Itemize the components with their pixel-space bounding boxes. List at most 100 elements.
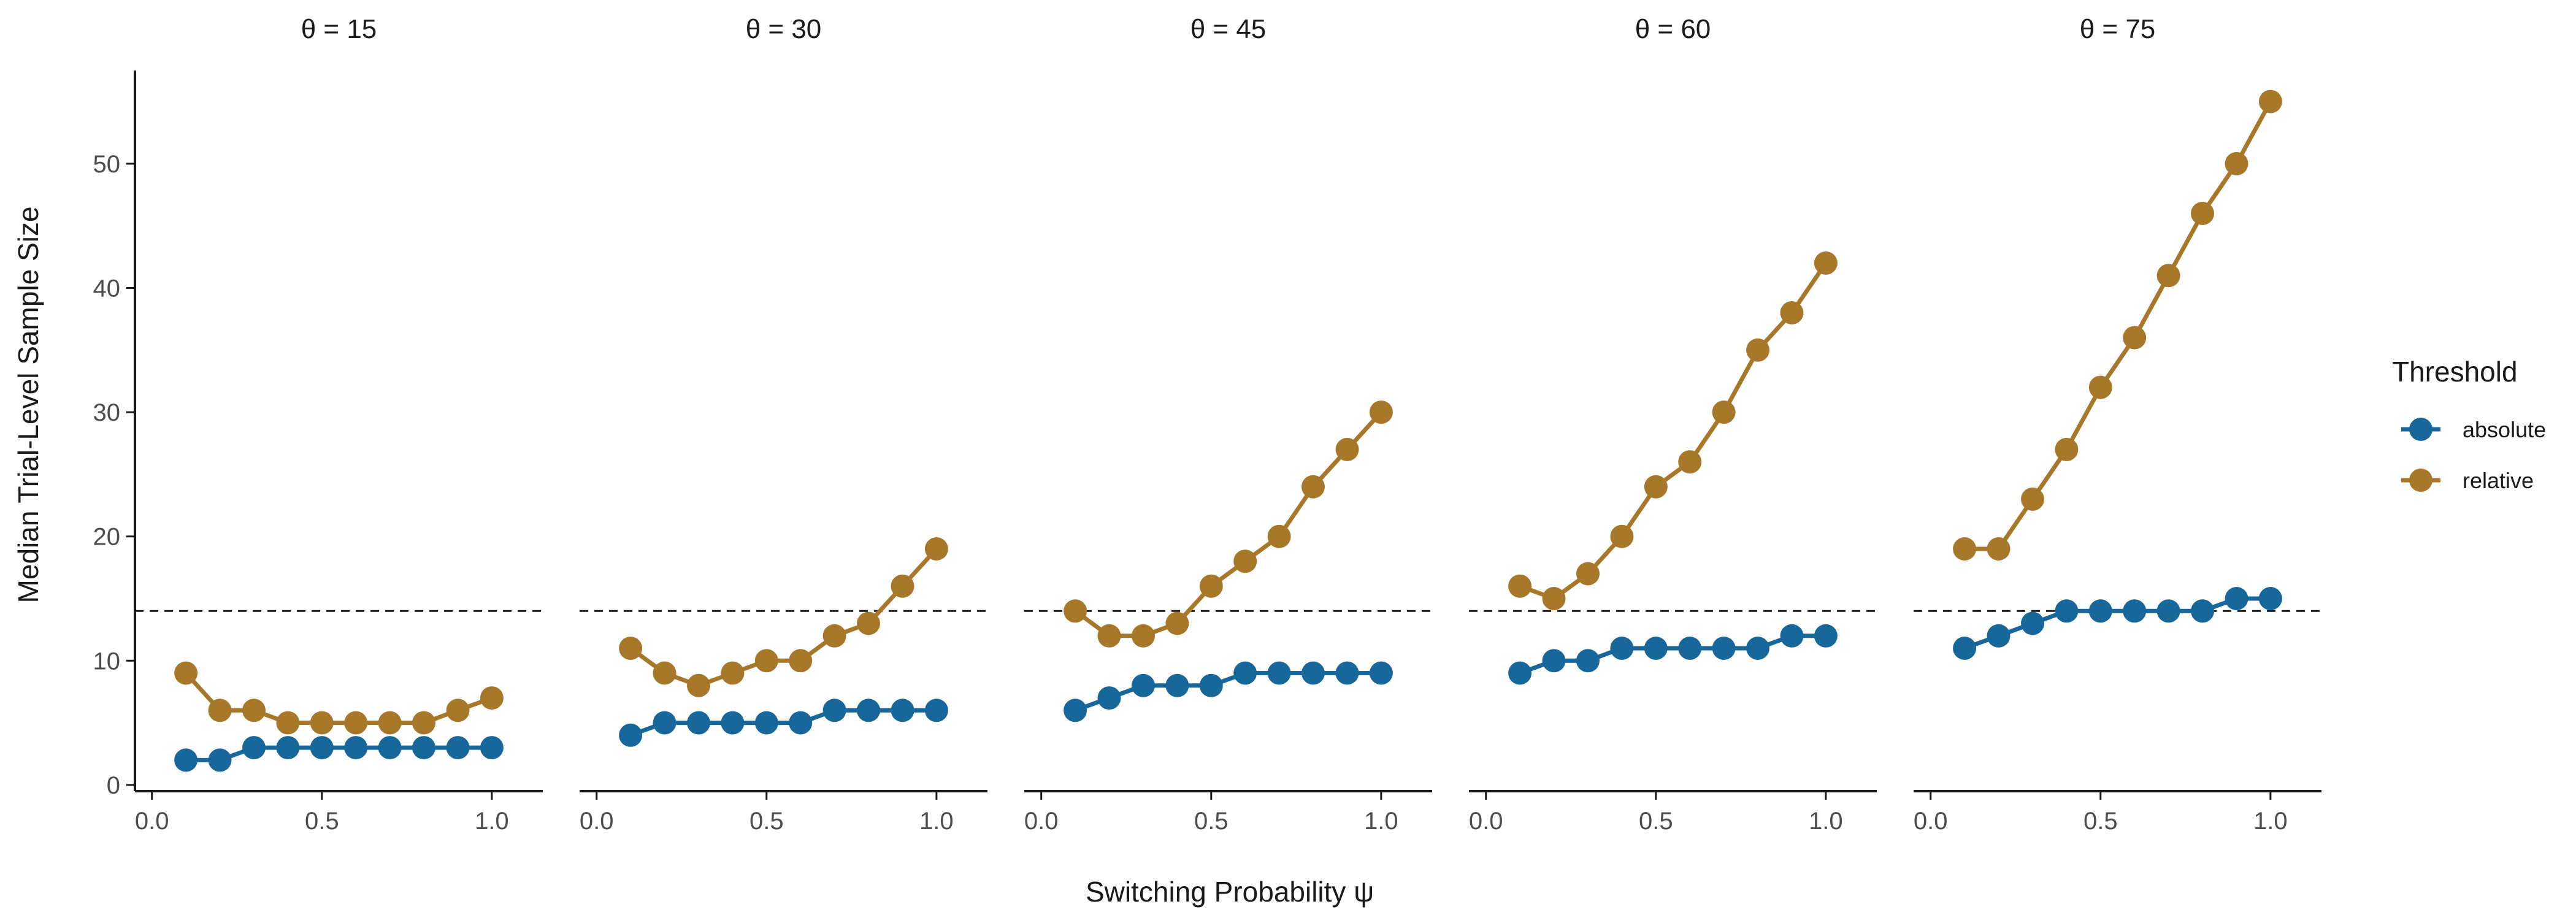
data-point-absolute xyxy=(1301,661,1325,685)
y-tick-label: 20 xyxy=(93,524,121,551)
data-point-absolute xyxy=(1814,624,1838,648)
facet-strip-label: θ = 45 xyxy=(1190,14,1267,44)
series-line-relative xyxy=(184,672,493,726)
data-point-absolute xyxy=(2225,587,2248,610)
data-point-absolute xyxy=(480,736,504,760)
x-tick-label: 1.0 xyxy=(475,808,509,835)
data-point-absolute xyxy=(1369,661,1393,685)
data-point-relative xyxy=(1132,624,1155,648)
data-point-relative xyxy=(653,661,677,685)
facet-strip-label: θ = 60 xyxy=(1635,14,1711,44)
facet-panel: θ = 60 0.0 0.5 1.0 xyxy=(1469,14,1877,835)
data-point-relative xyxy=(857,611,880,635)
data-point-relative xyxy=(208,699,232,722)
x-tick-label: 0.0 xyxy=(1024,808,1059,835)
data-point-relative xyxy=(2258,90,2282,113)
data-point-absolute xyxy=(2021,611,2044,635)
x-tick-label: 0.5 xyxy=(1194,808,1229,835)
data-point-absolute xyxy=(1644,637,1668,660)
x-tick-label: 0.0 xyxy=(135,808,169,835)
data-point-relative xyxy=(1953,537,1977,561)
data-point-absolute xyxy=(2156,599,2180,623)
data-point-relative xyxy=(1814,251,1838,275)
data-point-relative xyxy=(1746,338,1769,362)
data-point-relative xyxy=(1712,400,1736,424)
data-point-absolute xyxy=(1508,661,1532,685)
legend-entry-relative: relative xyxy=(2401,468,2534,493)
data-point-absolute xyxy=(1064,699,1087,722)
data-point-absolute xyxy=(1610,637,1634,660)
data-point-relative xyxy=(1780,301,1804,324)
data-point-relative xyxy=(378,711,402,735)
data-point-relative xyxy=(1233,550,1257,573)
y-tick-label: 40 xyxy=(93,275,121,302)
data-point-absolute xyxy=(1267,661,1291,685)
data-point-relative xyxy=(1542,587,1566,610)
x-tick-label: 0.0 xyxy=(1914,808,1948,835)
series-line-relative xyxy=(629,547,938,688)
data-point-relative xyxy=(1097,624,1121,648)
series-line-absolute xyxy=(1519,634,1826,675)
facet-panels: θ = 15 0.0 0.5 1.0 θ = 30 0.0 0.5 1.0 θ = 45 0.0 0… xyxy=(135,14,2321,835)
data-point-absolute xyxy=(208,748,232,772)
data-point-absolute xyxy=(412,736,435,760)
y-axis-title: Median Trial-Level Sample Size xyxy=(12,207,44,603)
facet-panel: θ = 30 0.0 0.5 1.0 xyxy=(580,14,987,835)
data-point-absolute xyxy=(924,699,948,722)
x-tick-label: 0.5 xyxy=(2083,808,2118,835)
data-point-relative xyxy=(310,711,334,735)
facet-strip-label: θ = 30 xyxy=(746,14,822,44)
data-point-absolute xyxy=(754,711,778,735)
data-point-relative xyxy=(2021,487,2044,511)
x-tick-label: 0.5 xyxy=(749,808,784,835)
facet-panel: θ = 15 0.0 0.5 1.0 xyxy=(135,14,543,835)
data-point-relative xyxy=(276,711,300,735)
x-tick-label: 1.0 xyxy=(919,808,954,835)
data-point-relative xyxy=(2225,151,2248,175)
data-point-relative xyxy=(1335,437,1359,461)
data-point-absolute xyxy=(344,736,368,760)
data-point-absolute xyxy=(2191,599,2214,623)
data-point-absolute xyxy=(721,711,745,735)
data-point-absolute xyxy=(822,699,846,722)
data-point-relative xyxy=(344,711,368,735)
x-tick-label: 0.5 xyxy=(305,808,339,835)
axes: 0 10 20 30 40 50 xyxy=(93,71,136,799)
data-point-relative xyxy=(2088,375,2112,399)
data-point-relative xyxy=(924,537,948,561)
data-point-absolute xyxy=(1576,649,1600,673)
series-line-relative xyxy=(1519,262,1828,601)
data-point-relative xyxy=(1199,574,1223,598)
data-point-relative xyxy=(480,686,504,710)
data-point-absolute xyxy=(1542,649,1566,673)
y-tick-label: 30 xyxy=(93,399,121,426)
series-line-relative xyxy=(1074,410,1383,638)
legend-key-point xyxy=(2409,418,2432,441)
legend-label: relative xyxy=(2463,468,2534,493)
x-tick-label: 0.5 xyxy=(1639,808,1673,835)
facet-panel: θ = 45 0.0 0.5 1.0 xyxy=(1024,14,1432,835)
data-point-absolute xyxy=(1335,661,1359,685)
data-point-relative xyxy=(891,574,914,598)
x-axis-title: Switching Probability ψ xyxy=(1086,876,1374,908)
series-line-absolute xyxy=(1074,671,1381,713)
data-point-relative xyxy=(2055,437,2079,461)
y-tick-label: 10 xyxy=(93,648,121,675)
legend-title: Threshold xyxy=(2392,356,2518,388)
x-tick-label: 0.0 xyxy=(1469,808,1503,835)
data-point-absolute xyxy=(1132,673,1155,697)
data-point-absolute xyxy=(1953,637,1977,660)
data-point-absolute xyxy=(2123,599,2147,623)
data-point-relative xyxy=(789,649,813,673)
data-point-absolute xyxy=(310,736,334,760)
data-point-absolute xyxy=(619,723,643,747)
data-point-absolute xyxy=(1746,637,1769,660)
data-point-relative xyxy=(1610,524,1634,548)
data-point-absolute xyxy=(276,736,300,760)
data-point-absolute xyxy=(174,748,198,772)
data-point-relative xyxy=(687,673,710,697)
facet-strip-label: θ = 15 xyxy=(301,14,377,44)
legend-key-point xyxy=(2409,469,2432,492)
data-point-relative xyxy=(412,711,435,735)
data-point-absolute xyxy=(242,736,266,760)
